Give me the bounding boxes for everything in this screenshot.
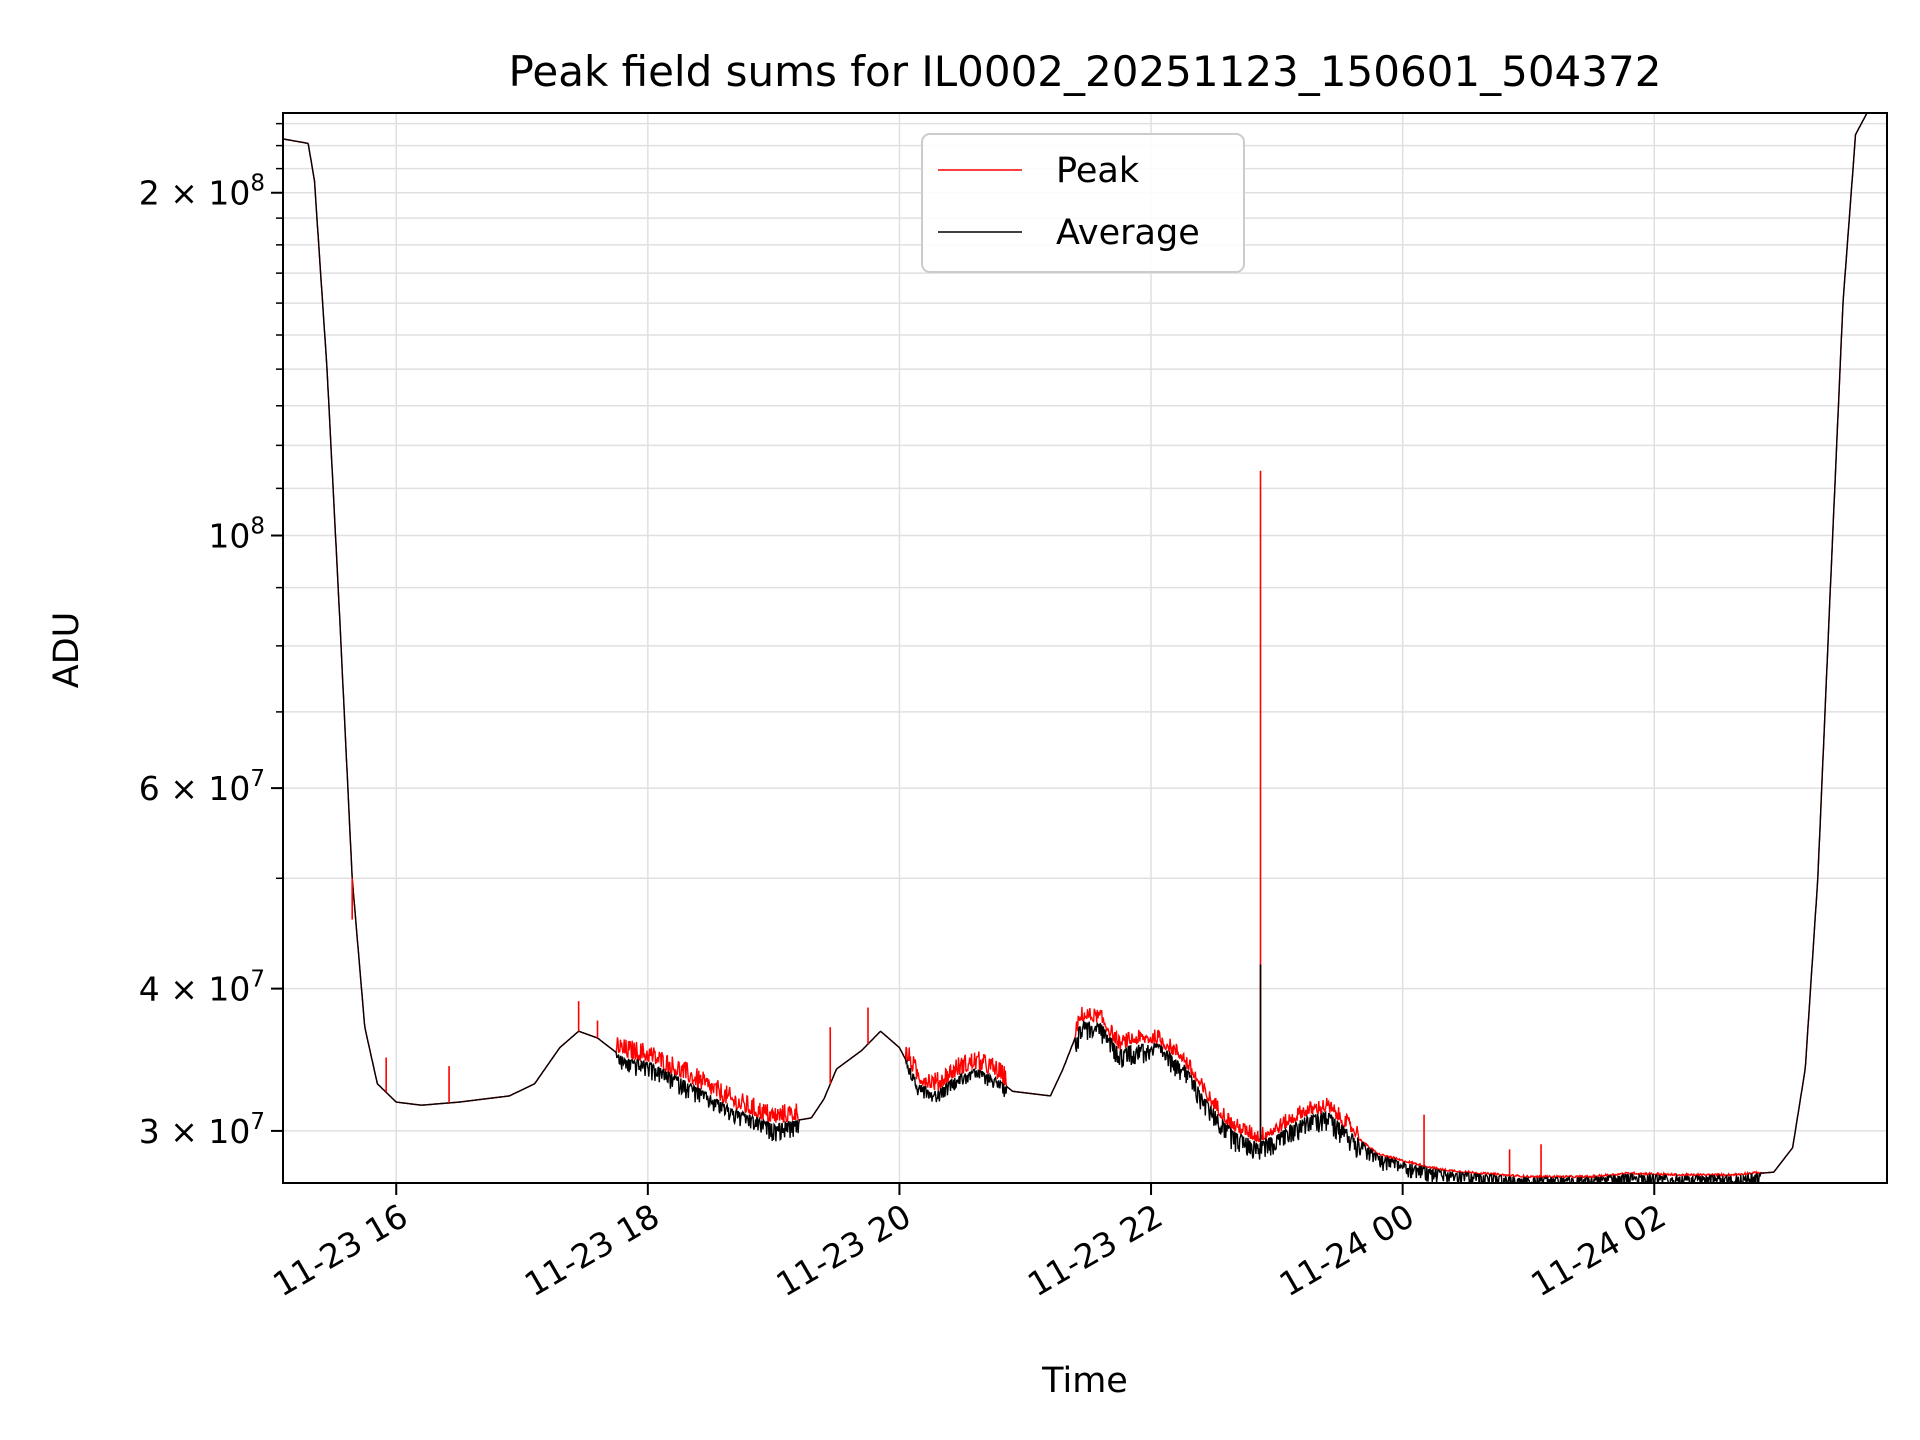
legend-box	[921, 133, 1245, 273]
plot-frame	[282, 112, 1888, 1184]
y-axis-label: ADU	[47, 612, 87, 689]
legend: Peak Average	[921, 133, 1245, 273]
spike-layer	[351, 470, 1542, 1178]
y-tick-label: 3 × 107	[139, 1109, 265, 1151]
chart-title: Peak field sums for IL0002_20251123_1506…	[509, 47, 1662, 96]
x-axis-label: Time	[1041, 1361, 1128, 1401]
legend-label-average: Average	[1056, 213, 1200, 253]
y-tick-label: 6 × 107	[139, 766, 265, 808]
series-layer	[283, 113, 1868, 1183]
legend-label-peak: Peak	[1056, 151, 1140, 191]
y-tick-label: 4 × 107	[139, 967, 265, 1009]
y-tick-label: 108	[208, 514, 265, 556]
average-series-line	[283, 113, 1868, 1183]
y-tick-label: 2 × 108	[139, 171, 265, 213]
